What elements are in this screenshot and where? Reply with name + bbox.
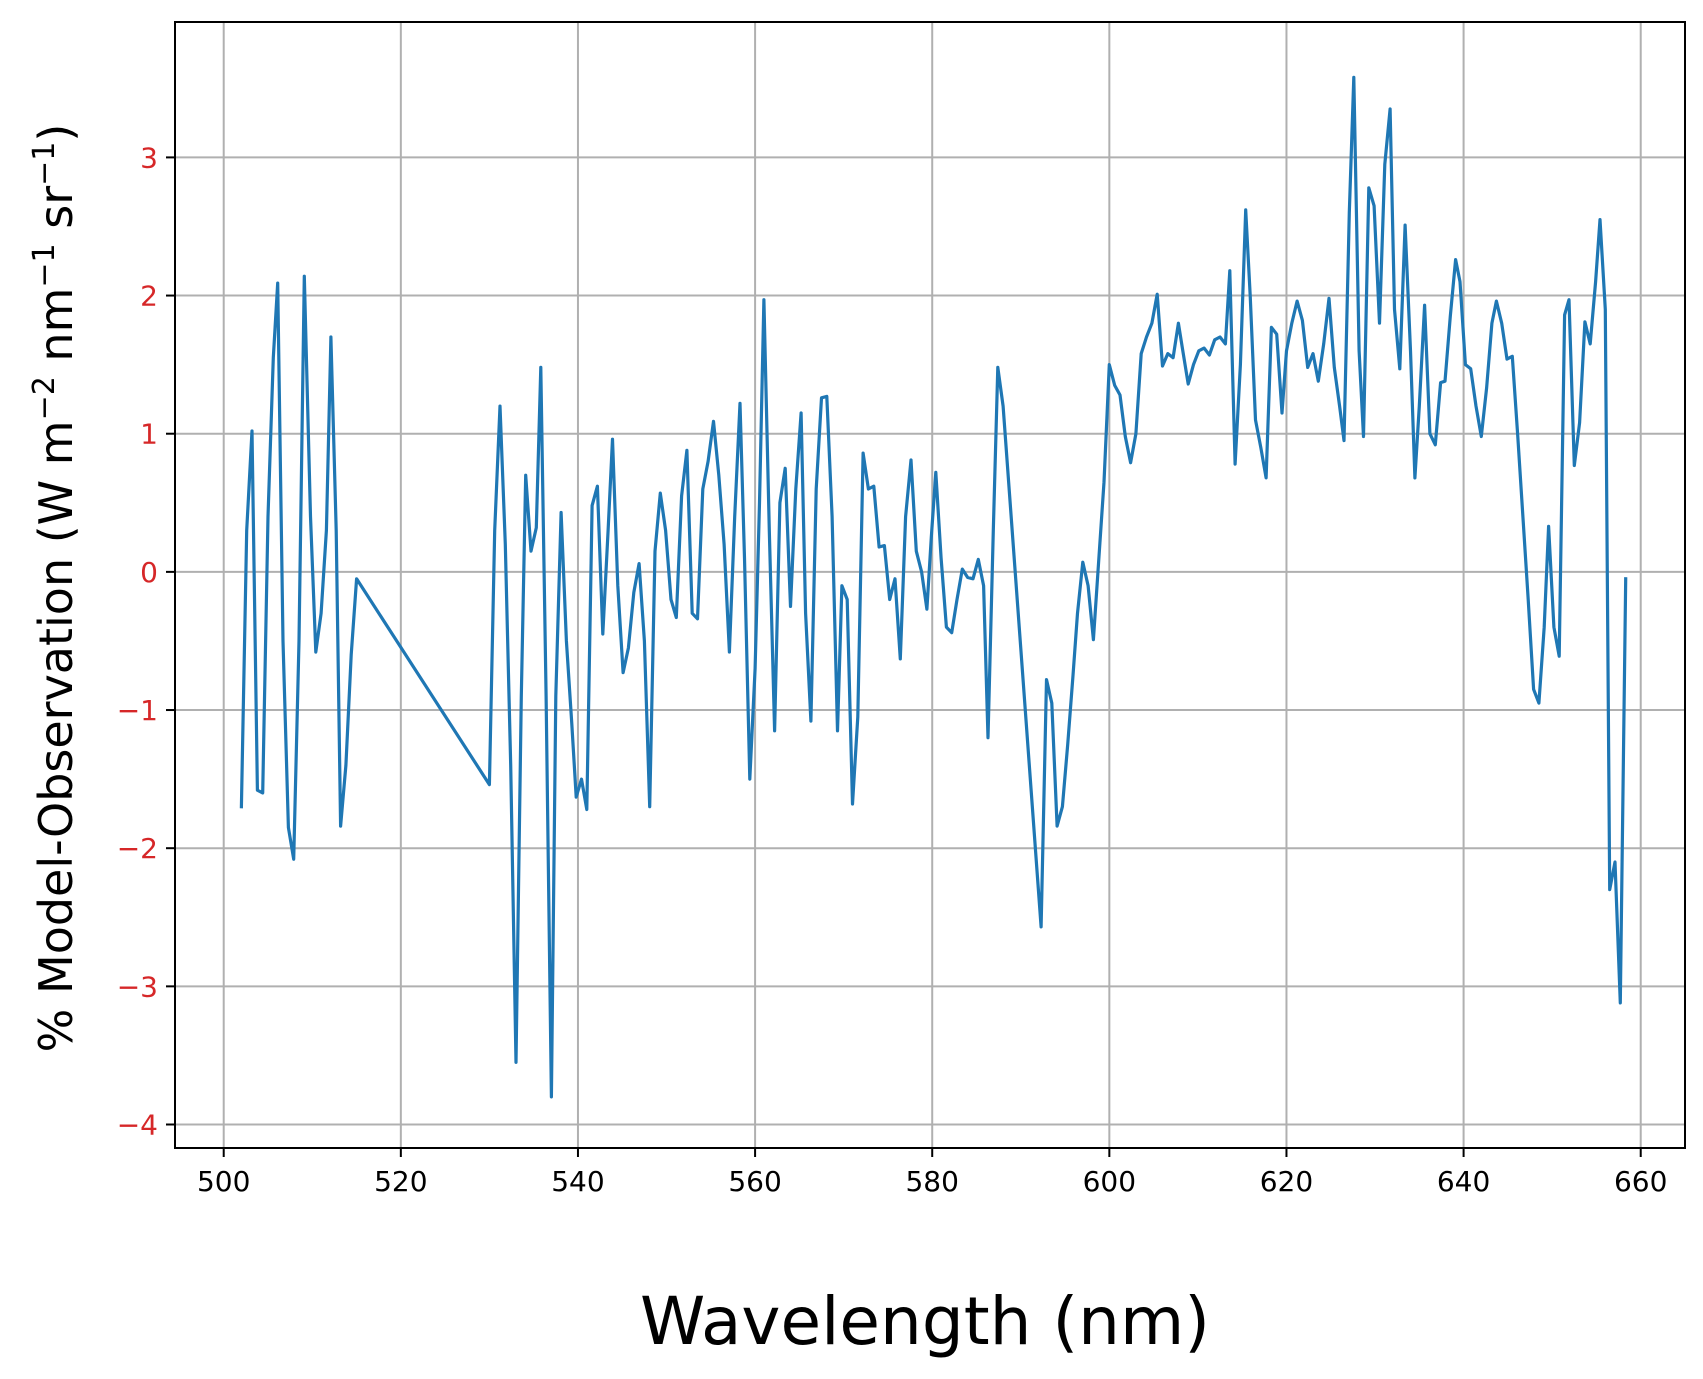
y-tick-label: 3: [140, 141, 158, 174]
x-tick-label: 660: [1614, 1165, 1667, 1198]
x-axis-title: Wavelength (nm): [640, 1283, 1210, 1360]
y-tick-label: 1: [140, 418, 158, 451]
x-tick-label: 600: [1083, 1165, 1136, 1198]
x-tick-label: 620: [1260, 1165, 1313, 1198]
y-tick-label: −4: [117, 1109, 158, 1142]
y-axis-title: % Model-Observation (W m−2 nm−1 sr−1): [27, 124, 83, 1053]
y-tick-label: −2: [117, 832, 158, 865]
y-axis-title-suffix: ): [29, 124, 83, 142]
y-axis-title-unit-nm: nm: [29, 288, 83, 377]
y-tick-label: 2: [140, 280, 158, 313]
y-axis-ticks: −4 −3 −2 −1 0 1 2 3: [117, 141, 175, 1142]
plot-area-frame: [174, 21, 1686, 1149]
x-axis-ticks: 500 520 540 560 580 600 620 640 660: [197, 1148, 1667, 1198]
y-axis-title-exponent-1: −2: [27, 376, 62, 420]
y-tick-label: 0: [140, 556, 158, 589]
x-tick-label: 560: [728, 1165, 781, 1198]
x-tick-label: 500: [197, 1165, 250, 1198]
x-tick-label: 540: [551, 1165, 604, 1198]
x-tick-label: 640: [1437, 1165, 1490, 1198]
y-axis-title-unit-sr: sr: [29, 186, 83, 244]
y-axis-title-exponent-3: −1: [27, 142, 62, 186]
y-tick-label: −1: [117, 694, 158, 727]
y-axis-title-prefix: % Model-Observation (W m: [29, 420, 83, 1052]
x-tick-label: 580: [905, 1165, 958, 1198]
x-tick-label: 520: [374, 1165, 427, 1198]
series-line: [239, 75, 1628, 1099]
y-tick-label: −3: [117, 970, 158, 1003]
y-axis-title-exponent-2: −1: [27, 243, 62, 287]
